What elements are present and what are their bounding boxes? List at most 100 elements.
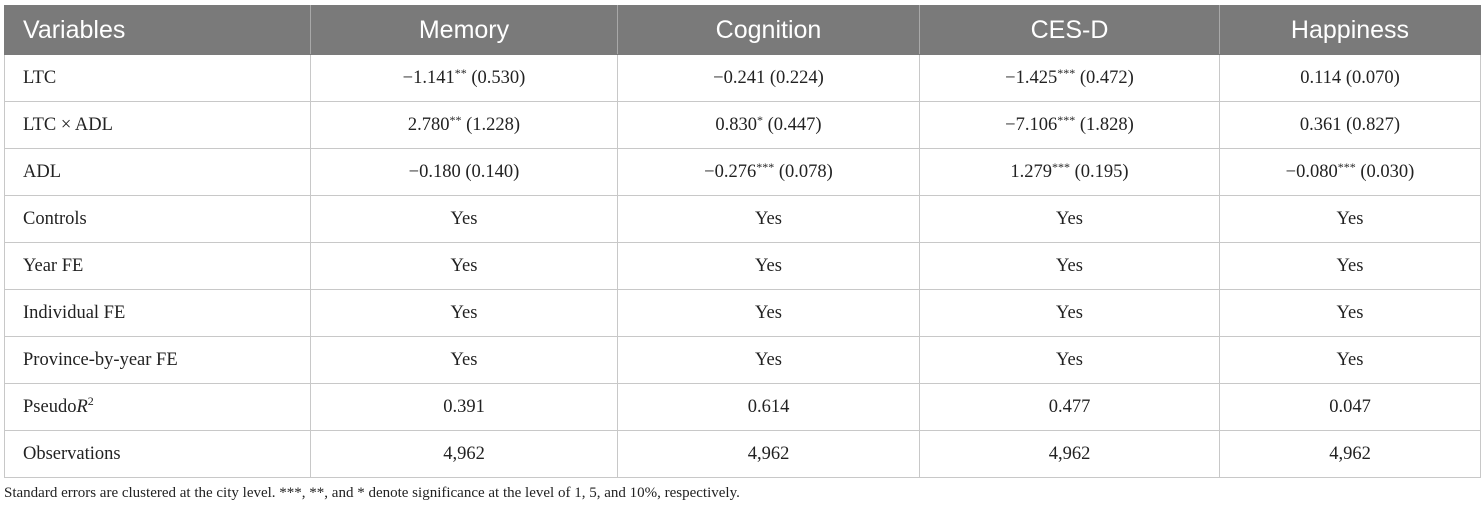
table-cell: 0.391 [310, 383, 618, 431]
table-cell: Yes [1219, 289, 1481, 337]
table-cell: 0.114 (0.070) [1219, 54, 1481, 102]
table-cell: Yes [919, 195, 1220, 243]
cell-value: Yes [1336, 302, 1364, 323]
table-cell: 4,962 [310, 430, 618, 478]
column-header-ces-d: CES-D [919, 5, 1220, 55]
row-label-text: LTC × ADL [23, 114, 113, 135]
row-label: Province-by-year FE [4, 336, 311, 384]
table-cell: 0.361 (0.827) [1219, 101, 1481, 149]
row-label-text: Province-by-year FE [23, 349, 178, 370]
cell-value: 4,962 [747, 443, 790, 464]
table-cell: Yes [919, 242, 1220, 290]
significance-stars: *** [1057, 65, 1076, 80]
standard-error: (0.195) [1070, 161, 1129, 182]
row-label-text: Pseudo [23, 396, 77, 417]
standard-error: (1.828) [1075, 114, 1134, 135]
standard-error: (0.530) [466, 67, 526, 88]
cell-value: Yes [1336, 349, 1364, 370]
row-label-italic: R [76, 396, 88, 417]
table-cell: 0.047 [1219, 383, 1481, 431]
cell-value: 4,962 [443, 443, 485, 464]
table-cell: −0.080*** (0.030) [1219, 148, 1481, 196]
standard-error: (0.224) [765, 67, 824, 88]
standard-error: (0.140) [460, 161, 520, 182]
table-cell: −0.241 (0.224) [617, 54, 920, 102]
cell-value: Yes [1056, 302, 1083, 323]
row-label-text: Year FE [23, 255, 84, 276]
regression-results-panel: Variables Memory Cognition CES-D Happiness L… [4, 5, 1481, 502]
standard-error: (1.228) [461, 114, 521, 135]
table-cell: Yes [310, 242, 618, 290]
cell-value: Yes [450, 302, 478, 323]
table-cell: −1.425*** (0.472) [919, 54, 1220, 102]
cell-value: 0.391 [443, 396, 485, 417]
standard-error: (0.070) [1341, 67, 1400, 88]
standard-error: (0.827) [1341, 114, 1401, 135]
table-cell: 1.279*** (0.195) [919, 148, 1220, 196]
cell-value: Yes [1336, 208, 1364, 229]
cell-value: 1.279 [1010, 161, 1053, 182]
cell-value: 4,962 [1329, 443, 1371, 464]
significance-stars: ** [449, 112, 462, 127]
cell-value: −0.080 [1285, 161, 1338, 182]
cell-value: −7.106 [1005, 114, 1058, 135]
table-cell: Yes [310, 289, 618, 337]
cell-value: Yes [755, 349, 782, 370]
table-cell: 0.830* (0.447) [617, 101, 920, 149]
table-cell: Yes [310, 195, 618, 243]
column-header-happiness: Happiness [1219, 5, 1481, 55]
row-label-superscript: 2 [87, 393, 94, 408]
row-label: LTC × ADL [4, 101, 311, 149]
table-cell: Yes [617, 242, 920, 290]
cell-value: 2.780 [407, 114, 450, 135]
cell-value: 0.614 [747, 396, 790, 417]
table-footnote: Standard errors are clustered at the cit… [4, 485, 740, 501]
table-cell: Yes [310, 336, 618, 384]
table-row: Year FE Yes Yes Yes Yes [4, 242, 1481, 290]
table-cell: 4,962 [617, 430, 920, 478]
table-cell: 2.780** (1.228) [310, 101, 618, 149]
cell-value: Yes [1056, 349, 1083, 370]
table-header: Variables Memory Cognition CES-D Happiness [4, 5, 1481, 55]
table-cell: 4,962 [919, 430, 1220, 478]
significance-stars: *** [1057, 112, 1076, 127]
table-cell: Yes [1219, 336, 1481, 384]
row-label: ADL [4, 148, 311, 196]
significance-stars: ** [454, 65, 467, 80]
standard-error: (0.472) [1075, 67, 1134, 88]
table-cell: Yes [617, 195, 920, 243]
row-label: LTC [4, 54, 311, 102]
cell-value: −1.425 [1005, 67, 1058, 88]
cell-value: 0.361 [1299, 114, 1342, 135]
cell-value: 4,962 [1048, 443, 1091, 464]
table-row: ADL −0.180 (0.140) −0.276*** (0.078) 1.279*… [4, 148, 1481, 196]
row-label: Individual FE [4, 289, 311, 337]
cell-value: Yes [755, 302, 782, 323]
table-cell: 0.477 [919, 383, 1220, 431]
table-row: Observations 4,962 4,962 4,962 4,962 [4, 430, 1481, 478]
table-row: Province-by-year FE Yes Yes Yes Yes [4, 336, 1481, 384]
cell-value: Yes [450, 255, 478, 276]
significance-stars: *** [1337, 159, 1356, 174]
standard-error: (0.030) [1355, 161, 1415, 182]
standard-error: (0.447) [763, 114, 822, 135]
column-header-variables: Variables [4, 5, 311, 55]
table-cell: Yes [919, 289, 1220, 337]
row-label-text: ADL [23, 161, 62, 182]
table-cell: Yes [1219, 242, 1481, 290]
cell-value: −0.241 [713, 67, 766, 88]
row-label: PseudoR2 [4, 383, 311, 431]
cell-value: Yes [755, 208, 782, 229]
table-cell: 0.614 [617, 383, 920, 431]
table-cell: Yes [919, 336, 1220, 384]
column-header-cognition: Cognition [617, 5, 920, 55]
significance-stars: *** [756, 159, 775, 174]
table-body: LTC −1.141** (0.530) −0.241 (0.224) −1.425*… [4, 54, 1481, 478]
cell-value: 0.114 [1300, 67, 1342, 88]
table-cell: −7.106*** (1.828) [919, 101, 1220, 149]
table-cell: −0.276*** (0.078) [617, 148, 920, 196]
cell-value: Yes [1336, 255, 1364, 276]
header-row: Variables Memory Cognition CES-D Happiness [4, 5, 1481, 55]
table-cell: 4,962 [1219, 430, 1481, 478]
table-row: Individual FE Yes Yes Yes Yes [4, 289, 1481, 337]
